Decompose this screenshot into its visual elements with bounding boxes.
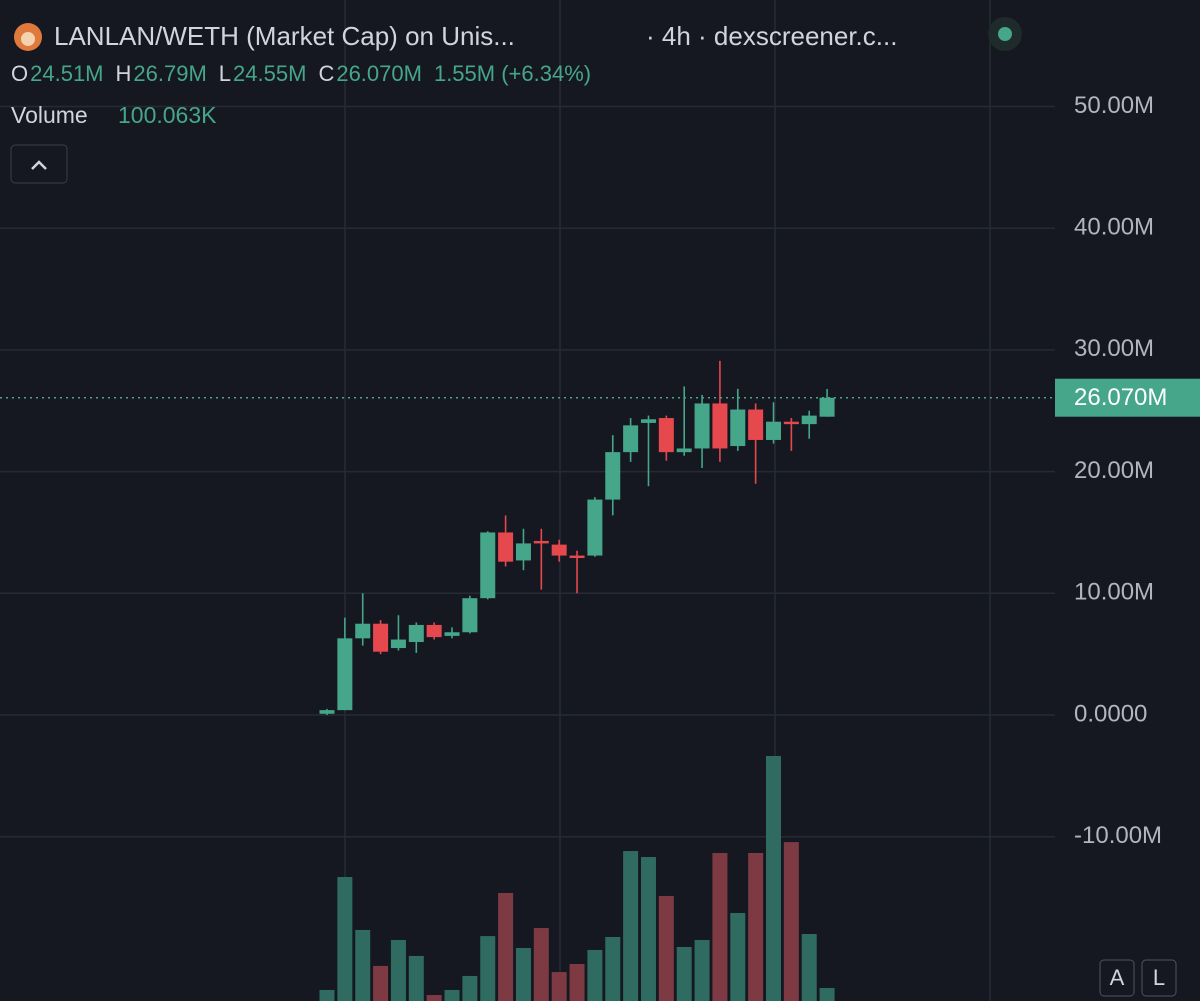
volume-bar: [623, 851, 639, 1001]
candle-body: [694, 403, 710, 449]
volume-label: Volume: [11, 102, 88, 128]
volume-bar: [373, 965, 389, 1001]
volume-bar: [605, 936, 621, 1001]
candle-body: [569, 555, 585, 559]
toggle-label: A: [1110, 965, 1125, 990]
y-tick-label: 30.00M: [1074, 335, 1154, 362]
volume-bar: [783, 842, 799, 1001]
toggle-button[interactable]: [1141, 959, 1177, 997]
collapse-icon: [31, 160, 47, 170]
volume-bar: [676, 946, 692, 1001]
candle-body: [515, 543, 531, 561]
y-tick-label: 10.00M: [1074, 579, 1154, 606]
toggle-button[interactable]: [1099, 959, 1135, 997]
candle-body: [783, 421, 799, 425]
volume-bar: [551, 972, 567, 1001]
volume-bar: [730, 912, 746, 1001]
plot: [0, 105, 1055, 1001]
last-price-box: [1055, 378, 1200, 417]
legend-value: 24.51M: [30, 61, 103, 86]
candle-body: [640, 419, 656, 423]
chart-subtitle: · 4h · dexscreener.c...: [646, 21, 897, 51]
toggle-label: L: [1153, 965, 1165, 990]
volume-bar: [533, 928, 549, 1001]
candle-body: [605, 452, 621, 500]
volume-bar: [569, 963, 585, 1001]
candle-body: [426, 624, 442, 638]
volume-bar: [355, 929, 371, 1001]
legend-value: 26.070M: [336, 61, 422, 86]
legend-value: 24.55M: [233, 61, 306, 86]
token-icon-face: [21, 32, 35, 46]
header: LANLAN/WETH (Market Cap) on Unis... · 4h…: [10, 17, 1022, 184]
volume-bar: [444, 989, 460, 1001]
volume-bar: [819, 988, 835, 1001]
legend-key: L: [219, 61, 231, 86]
volume-bar: [587, 949, 603, 1001]
legend-change: 1.55M (+6.34%): [434, 61, 591, 86]
volume-bar: [766, 756, 781, 1001]
candle-body: [551, 544, 567, 556]
candle-body: [390, 639, 406, 649]
candle-body: [498, 532, 514, 562]
candle-body: [748, 409, 764, 440]
volume-bar: [694, 939, 710, 1001]
legend-value: 26.79M: [133, 61, 206, 86]
candle-body: [676, 448, 692, 453]
candle-body: [801, 415, 817, 425]
volume-value: 100.063K: [118, 102, 217, 128]
candle-body: [658, 418, 674, 453]
collapse-button[interactable]: [10, 144, 68, 184]
y-tick-label: 0.0000: [1074, 700, 1147, 727]
candle-body: [730, 409, 746, 447]
volume-bar: [640, 857, 656, 1001]
chart-title: LANLAN/WETH (Market Cap) on Unis...: [54, 21, 515, 51]
y-tick-label: 40.00M: [1074, 214, 1154, 241]
volume-bar: [337, 877, 353, 1001]
volume-bar: [801, 934, 817, 1001]
y-tick-label: 50.00M: [1074, 92, 1154, 119]
candle-body: [462, 598, 478, 633]
y-tick-label: 20.00M: [1074, 457, 1154, 484]
last-price-label: 26.070M: [1074, 384, 1167, 411]
candle-body: [408, 624, 424, 642]
candle-body: [337, 638, 353, 711]
volume-bar: [498, 892, 514, 1001]
volume-bar: [390, 939, 406, 1001]
candle-body: [623, 425, 639, 453]
candle-body: [373, 623, 389, 652]
legend-key: O: [11, 61, 28, 86]
volume-bar: [748, 852, 764, 1001]
volume-bar: [480, 936, 496, 1001]
legend-key: H: [116, 61, 132, 86]
volume-bar: [462, 975, 478, 1001]
volume-bar: [408, 955, 424, 1001]
candle-body: [319, 710, 335, 714]
candle-body: [480, 532, 496, 599]
volume-bar: [658, 895, 674, 1001]
legend-key: C: [318, 61, 334, 86]
y-tick-label: -10.00M: [1074, 822, 1162, 849]
candle-body: [355, 623, 371, 639]
candle-body: [819, 397, 835, 417]
candle-body: [587, 499, 603, 556]
candle-body: [533, 540, 549, 544]
candle-body: [444, 632, 460, 636]
volume-bar: [426, 995, 442, 1001]
candle-body: [712, 403, 728, 449]
volume-bar: [515, 948, 531, 1001]
volume-bar: [712, 852, 728, 1001]
status-dot: [998, 27, 1012, 41]
volume-bar: [319, 989, 335, 1001]
candle-body: [766, 421, 781, 440]
